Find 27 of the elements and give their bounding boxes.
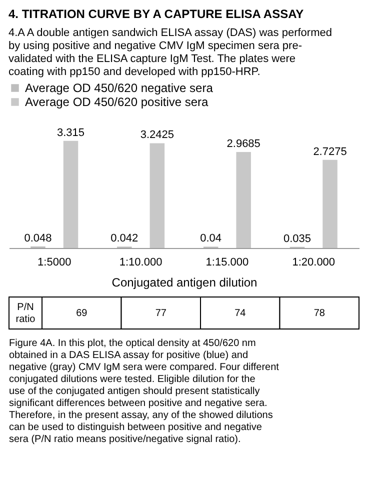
- bar: [150, 143, 165, 248]
- bar: [322, 160, 338, 248]
- text: Figure 4A. In this plot, the optical density at 450/620 nm obtained in a DAS ELISA assay for positive (blue) and negative (gray) CMV IgM sera were compared. Four different conjugated dilutions were tested. Eligible dilution for the use of the conjugated antigen should present statistically significant differences between positive and negative sera. Therefore, in the present assay, any of the showed dilutions can be used to distinguish between positive and negative sera (P/N ratio means positive/negative signal ratio).: [9, 338, 279, 445]
- chart-title: 4. TITRATION CURVE BY A CAPTURE ELISA ASSAY: [8, 7, 304, 21]
- x-axis-title: Conjugated antigen dilution: [112, 276, 258, 290]
- x-tick-label: 1:10.000: [119, 256, 162, 268]
- legend-label: Average OD 450/620 positive sera: [25, 95, 209, 109]
- text: 74: [234, 308, 246, 319]
- data-label: 3.2425: [140, 129, 174, 142]
- x-tick-label: 1:20.000: [292, 256, 336, 268]
- data-label: 2.9685: [226, 138, 260, 150]
- data-label: 0.04: [200, 232, 222, 245]
- data-label: 3.315: [56, 126, 85, 139]
- x-tick-label: 1:15.000: [206, 256, 249, 268]
- data-label: 0.035: [283, 232, 312, 245]
- data-label: 2.7275: [313, 146, 347, 158]
- data-label: 0.042: [110, 232, 138, 245]
- text: 78: [314, 308, 326, 319]
- bar: [236, 152, 251, 248]
- text: 77: [155, 308, 167, 319]
- legend-label: Average OD 450/620 negative sera: [25, 81, 214, 95]
- bar: [63, 140, 78, 248]
- x-tick-label: 1:5000: [38, 256, 72, 268]
- data-label: 0.048: [24, 232, 52, 244]
- text: 69: [76, 308, 88, 319]
- chart-subtitle: 4.A A double antigen sandwich ELISA assay (DAS) was performed by using positive and negative CMV IgM specimen sera pre-validated with the ELISA capture IgM Test. The plates were coating with pp150 and developed with pp150-HRP.: [8, 27, 332, 78]
- text: P/N ratio: [16, 302, 36, 325]
